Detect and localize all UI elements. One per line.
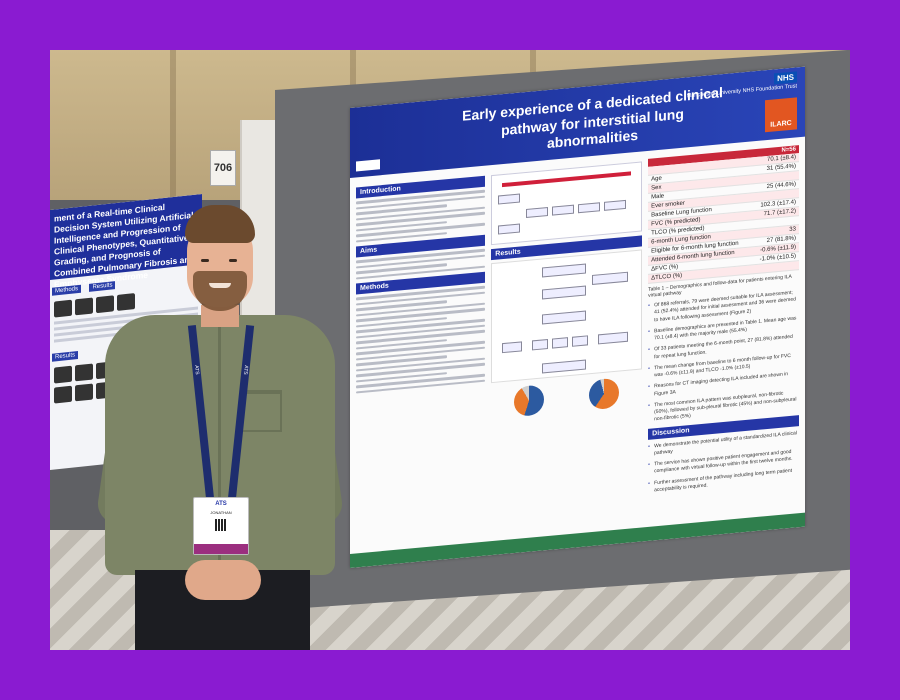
photo-frame: ment of a Real-time Clinical Decision Sy… <box>50 50 850 650</box>
name-badge: ATS JONATHAN <box>193 497 249 555</box>
beard <box>193 271 247 311</box>
clasped-hands <box>185 560 261 600</box>
presenter: ATS ATS ATS JONATHAN <box>95 205 345 650</box>
badge-logo: ATS <box>215 501 227 507</box>
nhs-logo: NHS <box>774 71 797 85</box>
pie-charts <box>491 375 642 419</box>
poster-body: Introduction Aims Methods <box>350 137 805 550</box>
booth-number-sign: 706 <box>210 150 236 186</box>
poster-column-2: Results <box>491 157 643 531</box>
pie-chart-referral-reasons <box>514 384 544 418</box>
hair <box>185 205 255 243</box>
pie-chart-ila-pattern <box>589 377 620 411</box>
poster-column-1: Introduction Aims Methods <box>356 172 486 544</box>
demographics-table: N=56 70.1 (±8.4) Age 31 (55.4%) Sex Male 25 (… <box>648 145 799 284</box>
main-poster: Early experience of a dedicated clinical… <box>350 66 805 568</box>
wall-panel-seam <box>170 50 176 200</box>
left-poster-section: Results <box>52 351 79 362</box>
left-poster-section: Methods <box>52 284 82 296</box>
referral-flowchart <box>491 249 643 384</box>
ilarc-logo: ILARC <box>765 97 797 133</box>
results-bullets: Of 868 referrals, 79 were deemed suitabl… <box>648 289 799 424</box>
pathway-diagram <box>491 161 643 246</box>
qr-code-icon <box>215 519 227 531</box>
discussion-bullets: We demonstrate the potential utility of … <box>648 430 799 495</box>
badge-name: JONATHAN <box>210 510 232 515</box>
university-logo <box>356 159 380 172</box>
poster-column-3: N=56 70.1 (±8.4) Age 31 (55.4%) Sex Male 25 (… <box>648 143 799 517</box>
